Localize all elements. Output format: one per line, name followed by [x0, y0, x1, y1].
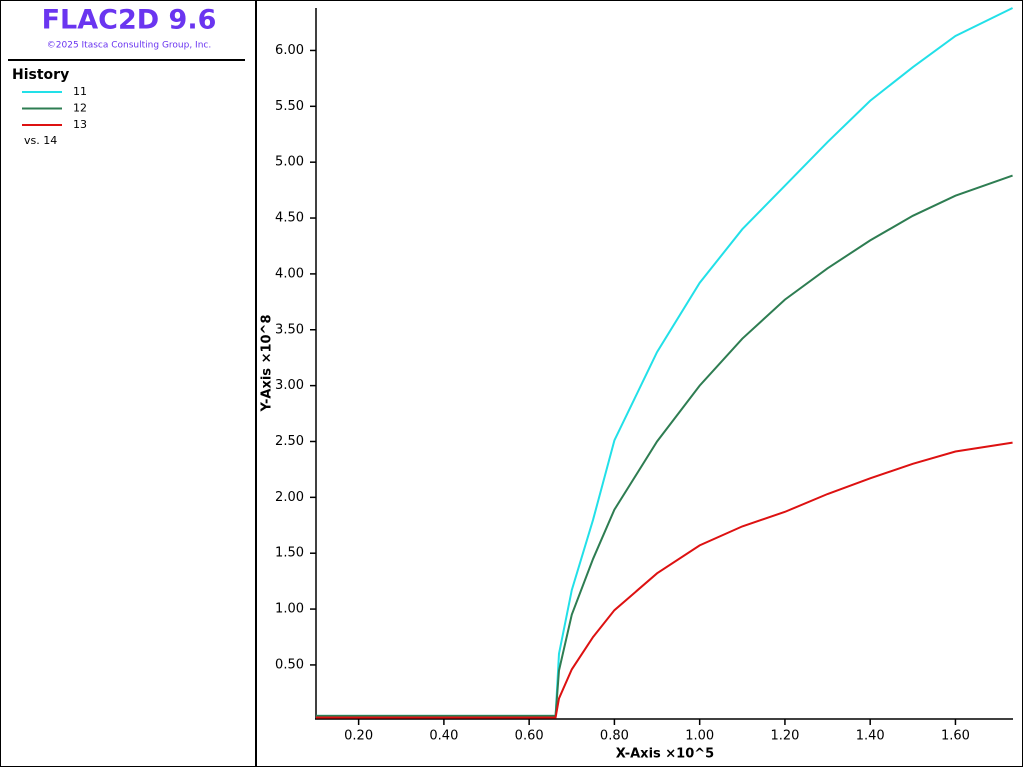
series-line [316, 7, 1014, 717]
y-tick-label: 2.00 [275, 490, 304, 505]
y-tick-label: 1.00 [275, 602, 304, 617]
x-tick-label: 0.80 [600, 729, 629, 744]
app-title: FLAC2D 9.6 [42, 5, 217, 36]
x-tick-label: 0.20 [344, 729, 373, 744]
y-tick-label: 5.00 [275, 155, 304, 170]
y-axis-label: Y-Axis ×10^8 [260, 315, 275, 413]
x-versus: vs. 14 [24, 134, 57, 147]
y-tick-label: 0.50 [275, 657, 304, 672]
y-tick-label: 1.50 [275, 546, 304, 561]
x-tick-label: 1.00 [685, 729, 714, 744]
y-tick-label: 3.00 [275, 378, 304, 393]
y-tick-label: 4.50 [275, 211, 304, 226]
x-tick-label: 0.40 [429, 729, 458, 744]
legend-label: 11 [73, 85, 87, 98]
x-tick-label: 1.20 [770, 729, 799, 744]
y-tick-label: 2.50 [275, 434, 304, 449]
x-axis-label: X-Axis ×10^5 [616, 747, 714, 762]
legend-label: 12 [73, 102, 87, 115]
y-tick-label: 6.00 [275, 43, 304, 58]
x-tick-label: 1.40 [856, 729, 885, 744]
legend-label: 13 [73, 118, 87, 131]
series-line [316, 174, 1013, 717]
y-tick-label: 4.00 [275, 266, 304, 281]
legend-title: History [12, 67, 69, 83]
series-line [316, 441, 1013, 719]
copyright: ©2025 Itasca Consulting Group, Inc. [47, 41, 211, 51]
x-tick-label: 0.60 [515, 729, 544, 744]
x-tick-label: 1.60 [941, 729, 970, 744]
y-tick-label: 5.50 [275, 99, 304, 114]
y-tick-label: 3.50 [275, 322, 304, 337]
